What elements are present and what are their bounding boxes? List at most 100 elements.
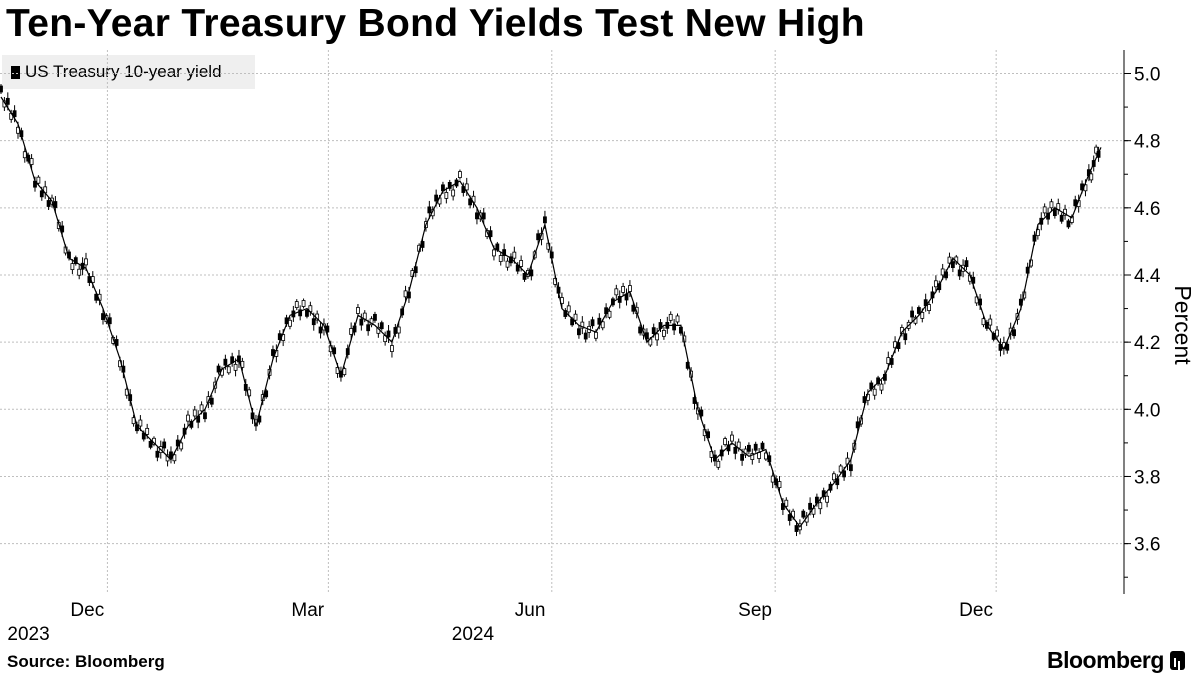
- x-year-label: 2024: [452, 624, 495, 645]
- data-candle: [580, 321, 585, 329]
- data-candle: [464, 183, 469, 191]
- data-candle: [226, 366, 231, 374]
- y-tick-label: 5.0: [1134, 65, 1160, 86]
- data-candle: [498, 255, 503, 262]
- data-candle: [70, 263, 75, 271]
- data-candle: [794, 525, 799, 532]
- data-candle: [502, 249, 507, 256]
- data-candle: [390, 345, 394, 352]
- data-candle: [981, 318, 986, 326]
- data-candle: [512, 251, 517, 259]
- data-candle: [522, 273, 527, 280]
- data-candle: [784, 499, 789, 507]
- x-tick-label: Mar: [291, 600, 324, 621]
- data-candle: [988, 318, 993, 326]
- data-candle: [492, 249, 496, 257]
- data-candle: [628, 285, 632, 292]
- data-candle: [36, 176, 41, 184]
- data-candle: [22, 151, 27, 159]
- data-candle: [723, 438, 728, 446]
- data-candle: [716, 460, 721, 468]
- data-candle: [801, 510, 806, 518]
- data-candle: [349, 328, 354, 335]
- chart-title: Ten-Year Treasury Bond Yields Test New H…: [6, 2, 865, 45]
- data-candle: [940, 268, 945, 276]
- data-candle: [356, 307, 360, 314]
- y-tick-label: 3.6: [1134, 535, 1160, 556]
- data-candle: [1066, 220, 1071, 228]
- data-candle: [84, 258, 88, 266]
- data-candle: [162, 441, 167, 449]
- data-candle: [233, 363, 238, 371]
- data-candle: [305, 309, 309, 317]
- data-candle: [186, 414, 190, 422]
- data-candle: [672, 323, 677, 331]
- data-candle: [1012, 329, 1016, 337]
- data-candle: [668, 313, 673, 321]
- data-candle: [536, 233, 541, 241]
- y-tick-label: 4.6: [1134, 199, 1160, 220]
- data-candle: [114, 339, 119, 346]
- data-candle: [903, 333, 908, 341]
- source-note: Source: Bloomberg: [7, 652, 165, 671]
- y-tick-label: 4.2: [1134, 333, 1160, 354]
- data-candle: [403, 290, 408, 298]
- data-candle: [301, 300, 306, 307]
- data-candle: [373, 313, 377, 321]
- data-candle: [101, 313, 105, 320]
- data-candle: [475, 212, 479, 220]
- data-candle: [614, 288, 619, 296]
- data-candle: [505, 260, 510, 268]
- data-candle: [600, 321, 605, 329]
- x-tick-label: Jun: [515, 600, 546, 621]
- data-candle: [1073, 199, 1078, 207]
- data-candle: [203, 412, 207, 420]
- data-candle: [519, 260, 524, 267]
- data-candle: [73, 257, 78, 265]
- x-tick-label: Sep: [738, 600, 772, 621]
- data-candle: [1059, 214, 1064, 222]
- data-candle: [838, 465, 843, 473]
- data-candle: [750, 453, 755, 460]
- data-candle: [488, 230, 493, 238]
- data-candle: [699, 409, 704, 417]
- data-candle: [842, 470, 846, 478]
- data-candle: [957, 269, 962, 277]
- data-candle: [1005, 343, 1010, 351]
- data-candle: [760, 442, 765, 450]
- data-candle: [753, 443, 758, 451]
- bar-chart-icon: [1169, 651, 1185, 670]
- y-tick-label: 4.8: [1134, 132, 1160, 153]
- data-candle: [359, 318, 364, 326]
- data-candle: [288, 319, 292, 327]
- data-candle: [386, 330, 391, 338]
- data-candle: [369, 318, 374, 326]
- x-tick-label: Dec: [70, 600, 104, 621]
- data-candle: [777, 481, 782, 488]
- data-candle: [294, 301, 299, 308]
- data-candle: [740, 453, 745, 461]
- data-candle: [747, 444, 751, 452]
- data-candle: [434, 194, 439, 202]
- data-candle: [621, 286, 626, 293]
- y-tick-label: 3.8: [1134, 467, 1160, 488]
- data-candle: [933, 280, 938, 288]
- data-candle: [179, 442, 184, 450]
- data-candle: [920, 311, 925, 319]
- data-candle: [155, 450, 160, 458]
- data-candle: [910, 310, 914, 318]
- data-candle: [964, 260, 969, 268]
- data-candle: [808, 502, 812, 510]
- data-candle: [444, 192, 449, 199]
- data-candle: [651, 327, 656, 335]
- data-candle: [0, 85, 3, 93]
- data-candle: [427, 206, 432, 214]
- data-candle: [655, 333, 660, 341]
- x-year-label: 2023: [7, 624, 49, 645]
- data-candle: [1049, 201, 1054, 209]
- data-candle: [947, 256, 952, 264]
- data-candle: [872, 388, 877, 396]
- data-candle: [271, 349, 275, 356]
- data-candle: [209, 397, 214, 405]
- data-candle: [318, 326, 323, 334]
